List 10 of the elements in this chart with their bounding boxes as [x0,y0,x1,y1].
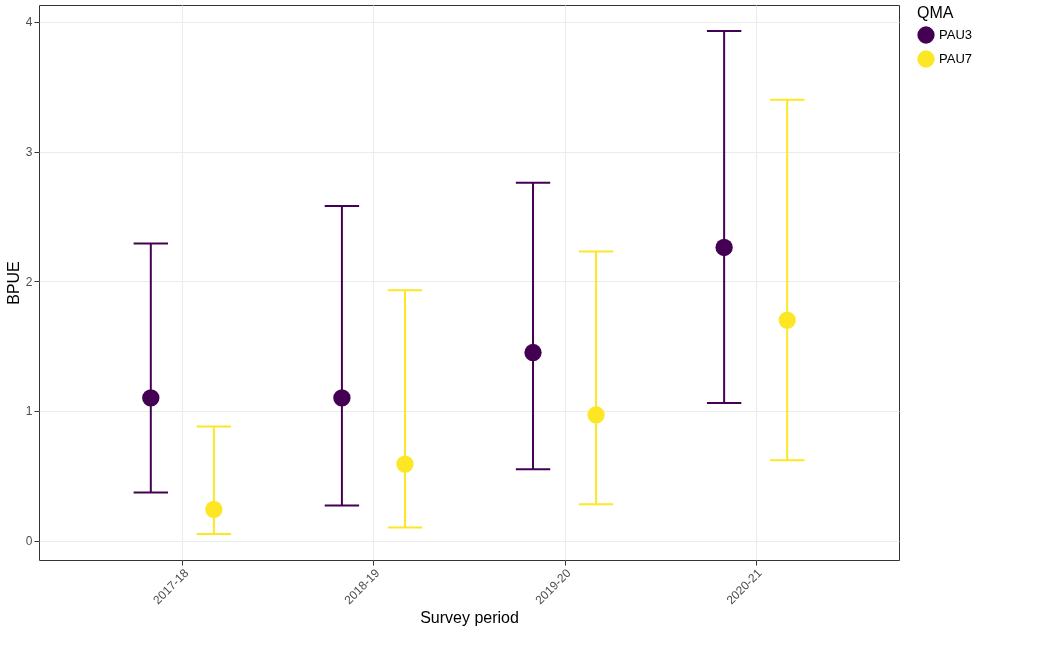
y-tick-label: 4 [25,15,33,30]
y-tick-label: 1 [25,404,33,419]
y-tick-label: 3 [25,145,33,160]
legend-label: PAU7 [939,51,972,66]
y-tick-label: 2 [25,274,33,289]
x-axis-title: Survey period [420,609,519,627]
y-axis-title: BPUE [4,261,22,305]
legend-title: QMA [917,4,954,21]
y-tick-label: 0 [25,534,33,549]
legend-label: PAU3 [939,27,972,42]
